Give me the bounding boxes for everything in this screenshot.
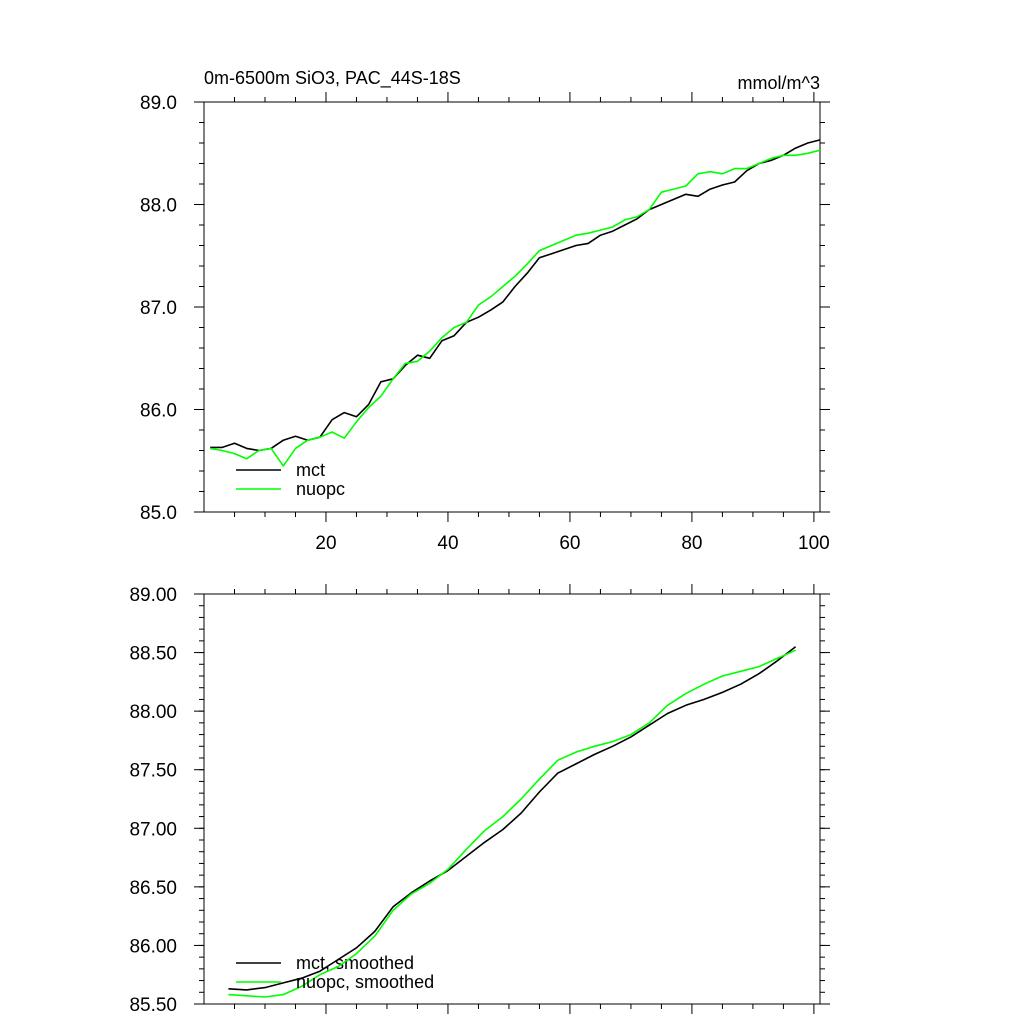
chart-panels: 20 40 60 80 100 85.0 86.0 87.0 88.0 89.0 0m-6500m … — [129, 68, 830, 1016]
y-tick-label: 85.50 — [129, 995, 177, 1016]
legend-label: mct, smoothed — [296, 953, 414, 973]
y-tick-label: 86.00 — [129, 936, 177, 957]
legend-label: nuopc, smoothed — [296, 972, 434, 992]
units-label: mmol/m^3 — [738, 73, 820, 93]
series-line-mct-smoothed — [228, 646, 797, 991]
y-tick-label: 87.0 — [140, 298, 177, 319]
y-tick-label: 88.00 — [129, 702, 177, 723]
x-tick-label: 20 — [315, 533, 336, 554]
x-tick-label: 100 — [798, 533, 830, 554]
series-line-nuopc — [209, 149, 821, 467]
legend-label: mct — [296, 460, 325, 480]
chart-panel-2: 85.50 86.00 86.50 87.00 87.50 88.00 88.50 89.00… — [129, 584, 830, 1016]
chart-title: 0m-6500m SiO3, PAC_44S-18S — [204, 68, 461, 89]
y-tick-label: 88.0 — [140, 196, 177, 217]
y-tick-label: 88.50 — [129, 644, 177, 665]
y-tick-label: 87.50 — [129, 761, 177, 782]
plot-frame — [203, 593, 821, 1005]
chart-panel-1: 20 40 60 80 100 85.0 86.0 87.0 88.0 89.0 0m-6500m … — [140, 68, 830, 554]
series-line-nuopc-smoothed — [228, 649, 796, 998]
x-tick-label: 60 — [559, 533, 580, 554]
y-tick-label: 85.0 — [140, 503, 177, 524]
y-tick-label: 89.0 — [140, 93, 177, 114]
x-tick-label: 40 — [437, 533, 458, 554]
y-tick-label: 86.50 — [129, 878, 177, 899]
y-tick-label: 87.00 — [129, 819, 177, 840]
y-tick-label: 89.00 — [129, 585, 177, 606]
legend-label: nuopc — [296, 479, 345, 499]
y-tick-label: 86.0 — [140, 401, 177, 422]
x-tick-label: 80 — [681, 533, 702, 554]
